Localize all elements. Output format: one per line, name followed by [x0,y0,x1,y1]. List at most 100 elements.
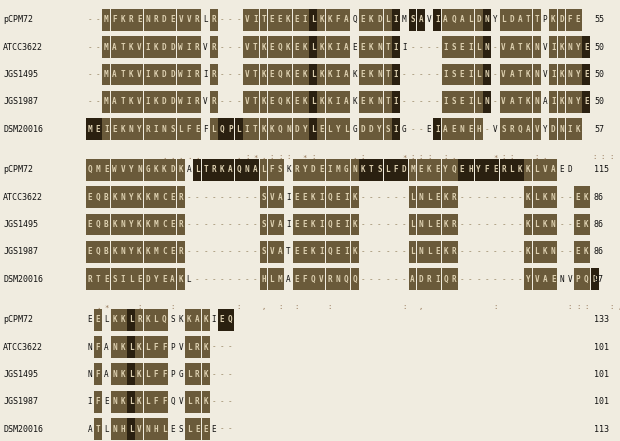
Text: K: K [352,97,357,106]
Bar [500,91,508,113]
Bar [376,64,383,86]
Bar [458,91,466,113]
Text: W: W [179,97,183,106]
Text: E: E [294,247,299,256]
Text: T: T [369,165,373,174]
Text: I: I [245,125,249,134]
Bar [243,118,251,140]
Bar [317,213,326,235]
Text: L: L [261,165,266,174]
Text: E: E [460,70,464,79]
Text: Y: Y [377,125,382,134]
Text: -: - [369,247,373,256]
Bar [309,91,317,113]
Text: V: V [179,397,183,406]
Bar [591,268,598,290]
Text: pCPM72: pCPM72 [3,165,33,174]
Bar [169,186,177,208]
Bar [574,118,582,140]
Text: N: N [112,425,117,434]
Bar [533,9,541,31]
Bar [525,213,533,235]
Bar [574,64,582,86]
Bar [119,363,126,385]
Text: K: K [120,125,125,134]
Text: K: K [112,247,117,256]
Text: E: E [170,247,175,256]
Bar [251,91,259,113]
Bar [152,336,160,358]
Bar [110,363,118,385]
Text: E: E [460,43,464,52]
Text: -: - [236,43,241,52]
Bar [268,36,276,58]
Bar [169,268,177,290]
Text: Q: Q [584,275,588,284]
Bar [409,159,417,181]
Text: 50: 50 [594,70,604,79]
Bar [251,9,259,31]
Text: E: E [195,125,200,134]
Text: D: D [369,125,373,134]
Text: R: R [154,15,158,24]
Text: -: - [245,220,249,229]
Text: N: N [112,370,117,379]
Text: L: L [311,15,316,24]
Bar [574,268,582,290]
Bar [285,118,292,140]
Text: -: - [87,97,92,106]
Text: V: V [501,70,506,79]
Bar [450,213,458,235]
Bar [475,9,483,31]
Text: T: T [95,425,100,434]
Text: E: E [418,165,423,174]
Bar [475,64,483,86]
Text: 50: 50 [594,43,604,52]
Bar [483,36,491,58]
Bar [326,118,334,140]
Text: ,: , [542,154,547,161]
Bar [516,118,524,140]
Bar [110,213,118,235]
Text: Y: Y [154,275,158,284]
Text: F: F [162,397,167,406]
Bar [218,159,226,181]
Text: Y: Y [443,165,448,174]
Bar [135,9,143,31]
Bar [541,241,549,263]
Bar [425,159,433,181]
Text: T: T [120,70,125,79]
Text: G: G [179,370,183,379]
Bar [119,241,126,263]
Text: K: K [286,70,291,79]
Text: A: A [526,125,531,134]
Text: -: - [220,343,224,351]
Text: R: R [195,43,200,52]
Bar [557,36,565,58]
Bar [293,64,301,86]
Text: R: R [129,15,133,24]
Bar [359,36,367,58]
Bar [152,363,160,385]
Text: -: - [394,193,398,202]
Text: E: E [576,15,580,24]
Text: R: R [195,397,200,406]
Text: N: N [137,165,142,174]
Text: -: - [95,97,100,106]
Text: H: H [261,275,266,284]
Text: R: R [510,125,514,134]
Text: G: G [352,125,357,134]
Text: -: - [468,193,473,202]
Text: ATCC3622: ATCC3622 [3,343,43,351]
Text: -: - [228,70,232,79]
Text: R: R [87,275,92,284]
Text: K: K [154,97,158,106]
Text: -: - [203,220,208,229]
Bar [500,159,508,181]
Text: V: V [542,165,547,174]
Bar [475,91,483,113]
Text: E: E [360,70,365,79]
Text: 101: 101 [594,370,609,379]
Bar [94,363,102,385]
Text: Q: Q [327,220,332,229]
